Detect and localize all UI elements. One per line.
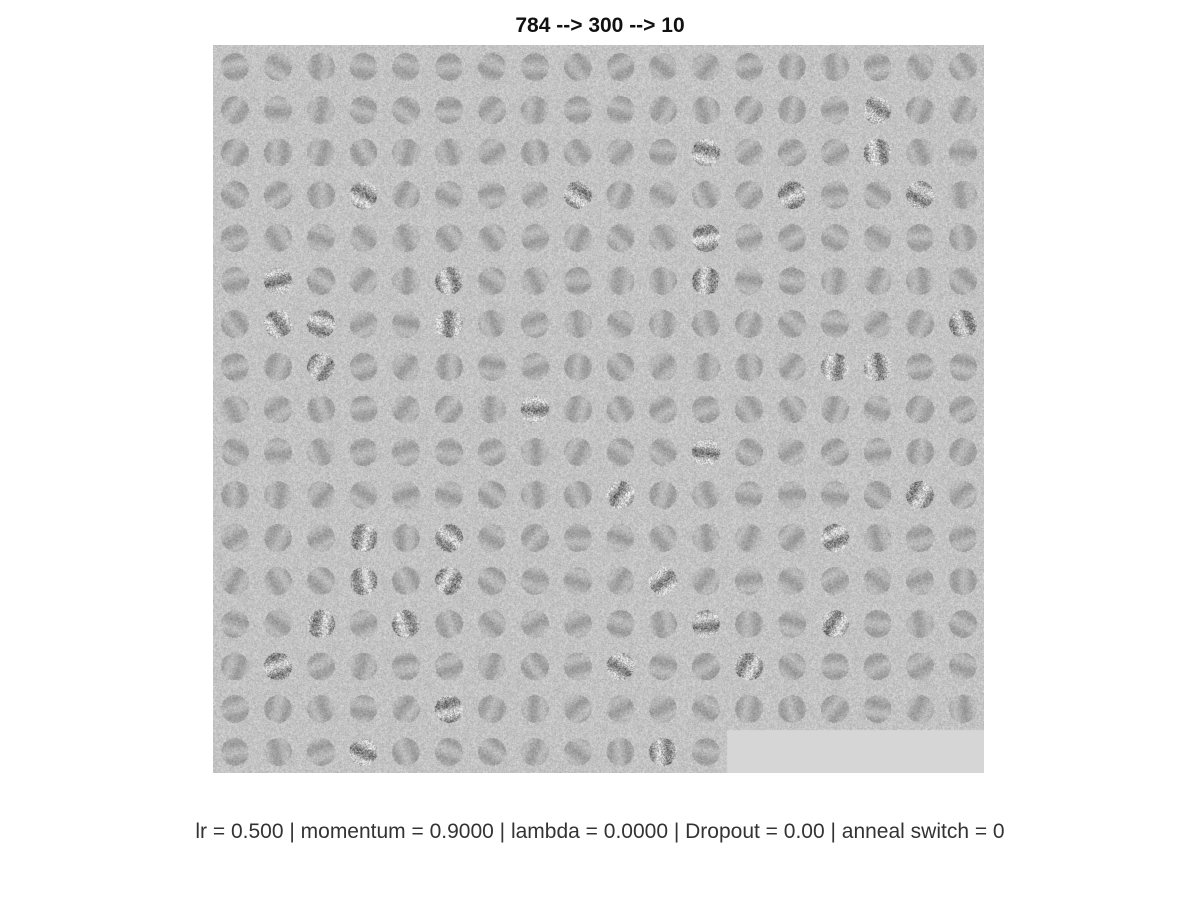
hyperparameter-caption: lr = 0.500 | momentum = 0.9000 | lambda …	[195, 820, 1005, 843]
figure-title: 784 --> 300 --> 10	[515, 14, 685, 37]
weight-filters-grid	[213, 45, 984, 773]
weight-filters-image	[213, 45, 984, 773]
